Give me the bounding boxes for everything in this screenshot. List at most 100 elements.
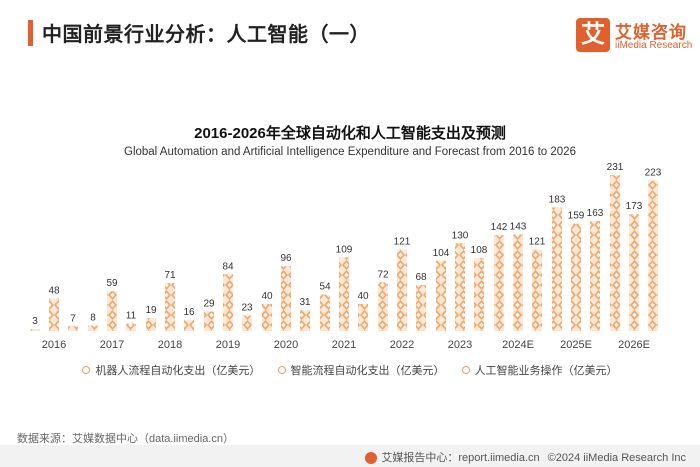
legend-label-ai-ops: 人工智能业务操作（亿美元） — [474, 365, 618, 377]
data-label-2017-series-1: 59 — [106, 278, 118, 289]
data-label-2021-series-2: 40 — [357, 291, 369, 302]
data-label-2024E-series-2: 121 — [529, 236, 546, 247]
bar-chart: 3 48 7 2016 8 59 11 2017 19 71 16 2018 29 84 23 2019 40 9… — [30, 162, 662, 351]
x-tick-label-2020: 2020 — [274, 339, 298, 351]
header-accent-bar — [28, 20, 33, 46]
logo-mark: 艾 — [576, 18, 610, 52]
data-label-2023-series-1: 130 — [452, 230, 469, 241]
data-label-2020-series-1: 96 — [280, 253, 292, 264]
x-tick-label-2021: 2021 — [332, 339, 356, 351]
x-tick-label-2026E: 2026E — [618, 339, 650, 351]
bar-2025E-series-1 — [571, 223, 581, 331]
chart-title: 2016-2026年全球自动化和人工智能支出及预测 — [194, 125, 506, 142]
bar-2020-series-1 — [281, 266, 291, 331]
data-label-2025E-series-2: 163 — [587, 208, 604, 219]
data-label-2026E-series-1: 173 — [626, 201, 643, 212]
data-label-2019-series-2: 23 — [241, 302, 253, 313]
data-label-2017-series-2: 11 — [126, 311, 137, 322]
bar-2026E-series-2 — [648, 180, 658, 331]
legend-item-ipa: 智能流程自动化支出（亿美元） — [277, 362, 445, 378]
legend-item-rpa: 机器人流程自动化支出（亿美元） — [82, 362, 260, 378]
legend-label-ipa: 智能流程自动化支出（亿美元） — [290, 365, 445, 377]
data-label-2016-series-1: 48 — [48, 286, 60, 297]
data-label-2022-series-2: 68 — [415, 272, 427, 283]
data-label-2025E-series-1: 159 — [568, 211, 585, 222]
bar-2023-series-0 — [436, 260, 446, 331]
footer-text: 艾媒报告中心：report.iimedia.cn ©2024 iiMedia Re… — [365, 449, 686, 465]
bar-2017-series-0 — [88, 325, 98, 331]
bar-2016-series-1 — [49, 298, 59, 331]
bar-2019-series-0 — [204, 311, 214, 331]
logo-name-cn: 艾媒咨询 — [615, 23, 687, 42]
data-label-2018-series-1: 71 — [164, 270, 176, 281]
bar-2025E-series-0 — [552, 207, 562, 331]
data-label-2021-series-1: 109 — [336, 244, 353, 255]
bar-2020-series-0 — [262, 304, 272, 331]
footer-bar: 艾媒报告中心：report.iimedia.cn ©2024 iiMedia Re… — [0, 445, 700, 467]
data-label-2021-series-0: 54 — [319, 282, 331, 293]
x-tick-label-2017: 2017 — [100, 339, 124, 351]
bar-2022-series-0 — [378, 282, 388, 331]
bar-2025E-series-2 — [590, 220, 600, 331]
data-label-2026E-series-2: 223 — [645, 167, 662, 178]
data-label-2020-series-2: 31 — [299, 297, 311, 308]
legend-label-rpa: 机器人流程自动化支出（亿美元） — [95, 365, 261, 377]
brand-logo: 艾 艾媒咨询 iiMedia Research — [576, 18, 692, 54]
x-tick-label-2016: 2016 — [42, 339, 66, 351]
data-label-2022-series-0: 72 — [377, 269, 389, 280]
x-tick-label-2025E: 2025E — [560, 339, 592, 351]
legend-item-ai-ops: 人工智能业务操作（亿美元） — [461, 362, 618, 378]
bar-2016-series-0 — [30, 328, 40, 331]
bar-2023-series-2 — [474, 258, 484, 331]
bar-2021-series-0 — [320, 294, 330, 331]
bar-2021-series-2 — [358, 304, 368, 331]
bar-2018-series-1 — [165, 283, 175, 331]
legend-marker-icon — [277, 366, 286, 375]
data-label-2026E-series-0: 231 — [607, 162, 624, 173]
page-title: 中国前景行业分析：人工智能（一） — [42, 24, 370, 46]
data-label-2020-series-0: 40 — [261, 291, 273, 302]
data-label-2022-series-1: 121 — [394, 236, 411, 247]
data-label-2025E-series-0: 183 — [549, 194, 566, 205]
footer-copyright: ©2024 iiMedia Research Inc — [547, 452, 686, 464]
bar-2026E-series-1 — [629, 214, 639, 331]
bar-2021-series-1 — [339, 257, 349, 331]
bar-2022-series-1 — [397, 249, 407, 331]
chart-subtitle: Global Automation and Artificial Intelli… — [124, 146, 576, 158]
data-label-2017-series-0: 8 — [90, 313, 96, 324]
bar-2017-series-1 — [107, 291, 117, 331]
data-label-2024E-series-1: 143 — [510, 221, 527, 232]
chart-legend: 机器人流程自动化支出（亿美元） 智能流程自动化支出（亿美元） 人工智能业务操作（… — [0, 362, 700, 378]
bar-2019-series-2 — [242, 315, 252, 331]
x-tick-label-2022: 2022 — [390, 339, 414, 351]
x-tick-label-2023: 2023 — [448, 339, 472, 351]
data-label-2019-series-1: 84 — [222, 261, 234, 272]
report-center-icon — [365, 452, 378, 465]
bar-2024E-series-2 — [532, 249, 542, 331]
data-label-2016-series-2: 7 — [70, 313, 76, 324]
data-label-2023-series-2: 108 — [471, 245, 488, 256]
bar-2024E-series-0 — [494, 235, 504, 331]
bar-2026E-series-0 — [610, 175, 620, 331]
data-label-2023-series-0: 104 — [433, 248, 450, 259]
data-label-2016-series-0: 3 — [32, 316, 38, 327]
legend-marker-icon — [82, 366, 91, 375]
data-label-2018-series-2: 16 — [183, 307, 195, 318]
bar-2022-series-2 — [416, 285, 426, 331]
data-source: 数据来源：艾媒数据中心（data.iimedia.cn） — [17, 433, 234, 445]
x-tick-label-2019: 2019 — [216, 339, 240, 351]
data-label-2024E-series-0: 142 — [491, 222, 508, 233]
data-label-2019-series-0: 29 — [203, 298, 215, 309]
bar-2020-series-2 — [300, 310, 310, 331]
x-tick-label-2024E: 2024E — [502, 339, 534, 351]
bar-2023-series-1 — [455, 243, 465, 331]
bar-2024E-series-1 — [513, 234, 523, 331]
logo-name-en: iiMedia Research — [615, 40, 693, 51]
bar-2018-series-2 — [184, 320, 194, 331]
bar-2016-series-2 — [68, 326, 78, 331]
footer-report-site: 艾媒报告中心：report.iimedia.cn — [381, 452, 540, 464]
bar-2017-series-2 — [126, 323, 136, 331]
x-tick-label-2018: 2018 — [158, 339, 182, 351]
bar-2019-series-1 — [223, 274, 233, 331]
bar-2018-series-0 — [146, 318, 156, 331]
